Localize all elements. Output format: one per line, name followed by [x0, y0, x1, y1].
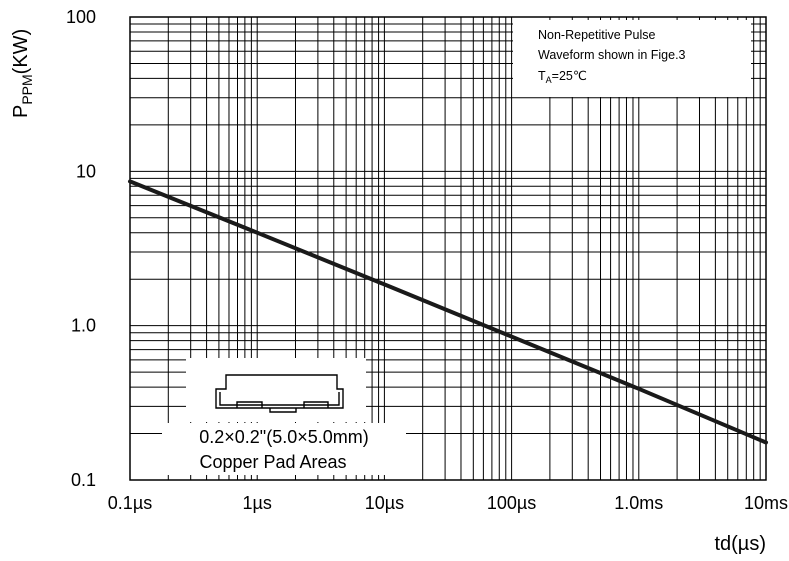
x-tick-label: 10ms — [744, 493, 788, 513]
note-temp-suffix: =25℃ — [552, 69, 587, 83]
note-temp-prefix: T — [538, 69, 546, 83]
inset-label-bg — [162, 423, 406, 475]
y-axis-title-subscript: PPM — [19, 74, 35, 104]
component-package-icon — [215, 374, 344, 413]
y-tick-label: 1.0 — [71, 316, 96, 336]
y-axis-title-unit: (KW) — [10, 29, 32, 75]
note-box — [513, 20, 751, 97]
x-axis-title: td(µs) — [714, 533, 766, 555]
x-tick-label: 100µs — [487, 493, 536, 513]
y-tick-labels: 0.1 1.0 10 100 — [66, 7, 96, 490]
x-tick-label: 10µs — [365, 493, 404, 513]
note-line-3: TA=25℃ — [538, 69, 587, 85]
inset-label-line-1: 0.2×0.2"(5.0×5.0mm) — [199, 427, 368, 447]
x-tick-label: 1.0ms — [614, 493, 663, 513]
note-temp-sub: A — [546, 75, 552, 85]
y-tick-label: 100 — [66, 7, 96, 27]
y-axis-title-main: P — [10, 105, 32, 118]
x-tick-labels: 0.1µs 1µs 10µs 100µs 1.0ms 10ms — [108, 493, 788, 513]
y-tick-label: 0.1 — [71, 470, 96, 490]
series-line — [128, 179, 768, 445]
x-tick-label: 0.1µs — [108, 493, 152, 513]
y-tick-label: 10 — [76, 161, 96, 181]
condition-note: Non-Repetitive Pulse Waveform shown in F… — [513, 20, 751, 97]
inset-label-line-2: Copper Pad Areas — [199, 452, 346, 472]
x-tick-label: 1µs — [243, 493, 272, 513]
note-line-1: Non-Repetitive Pulse — [538, 28, 655, 42]
copper-pad-inset: 0.2×0.2"(5.0×5.0mm) Copper Pad Areas — [162, 358, 406, 475]
plot-frame — [129, 16, 767, 481]
note-line-2: Waveform shown in Fige.3 — [538, 48, 686, 62]
y-axis-title: PPPM(KW) — [10, 29, 35, 118]
